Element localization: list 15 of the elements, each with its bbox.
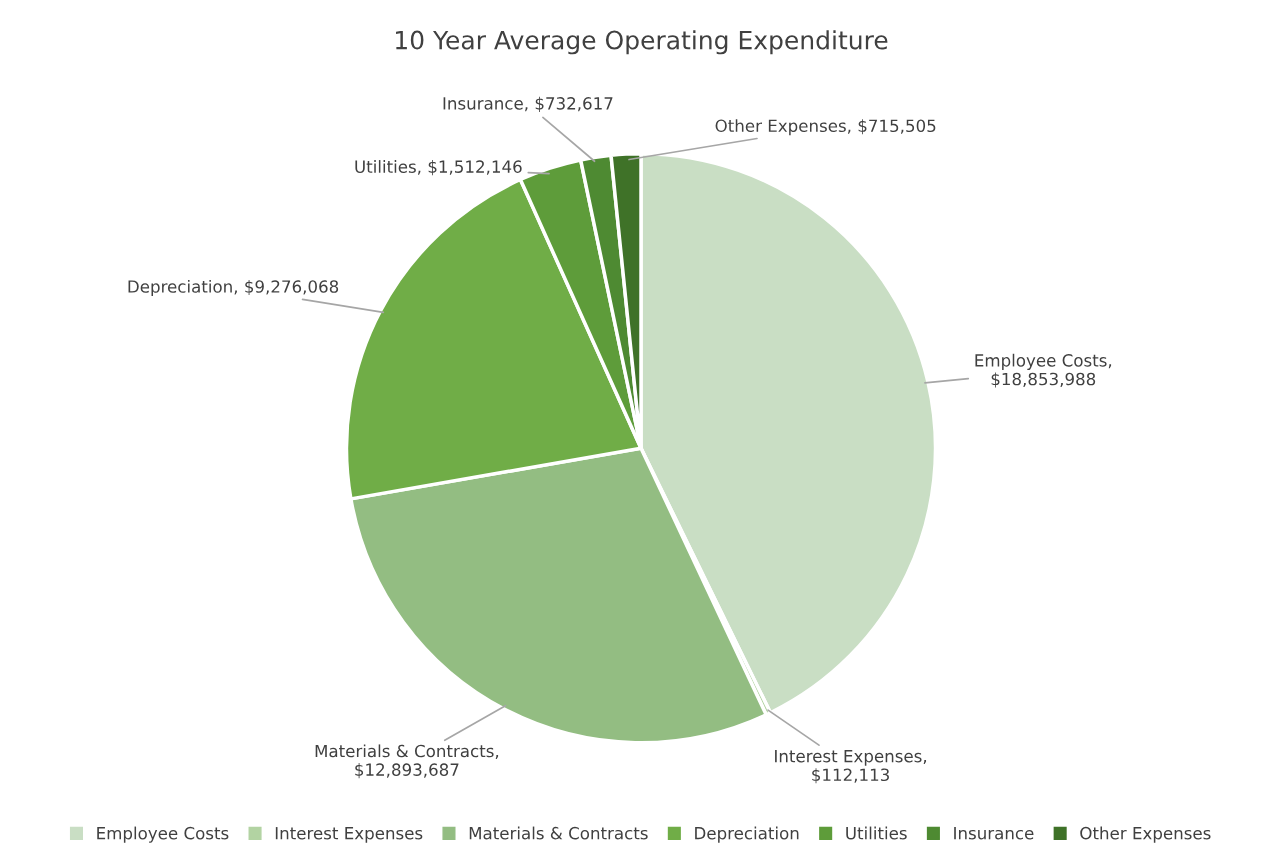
legend-label: Other Expenses <box>1080 826 1211 843</box>
data-label: Insurance, $732,617 <box>443 96 613 112</box>
data-label: Materials & Contracts, $12,893,687 <box>315 744 499 779</box>
legend-label: Insurance <box>954 827 1034 840</box>
data-label: Interest Expenses, $112,113 <box>775 750 927 784</box>
data-label: Depreciation, $9,276,068 <box>128 279 339 297</box>
legend-label: Employee Costs <box>97 826 229 843</box>
data-label: Other Expenses, $715,505 <box>715 119 936 136</box>
chart-title: 10 Year Average Operating Expenditure <box>396 30 888 55</box>
data-label: Utilities, $1,512,146 <box>355 160 522 176</box>
legend-label: Materials & Contracts <box>469 826 648 840</box>
legend-label: Utilities <box>846 826 907 840</box>
legend-label: Interest Expenses <box>275 827 423 843</box>
legend-label: Depreciation <box>695 826 799 843</box>
data-label: Employee Costs, $18,853,988 <box>975 353 1112 388</box>
